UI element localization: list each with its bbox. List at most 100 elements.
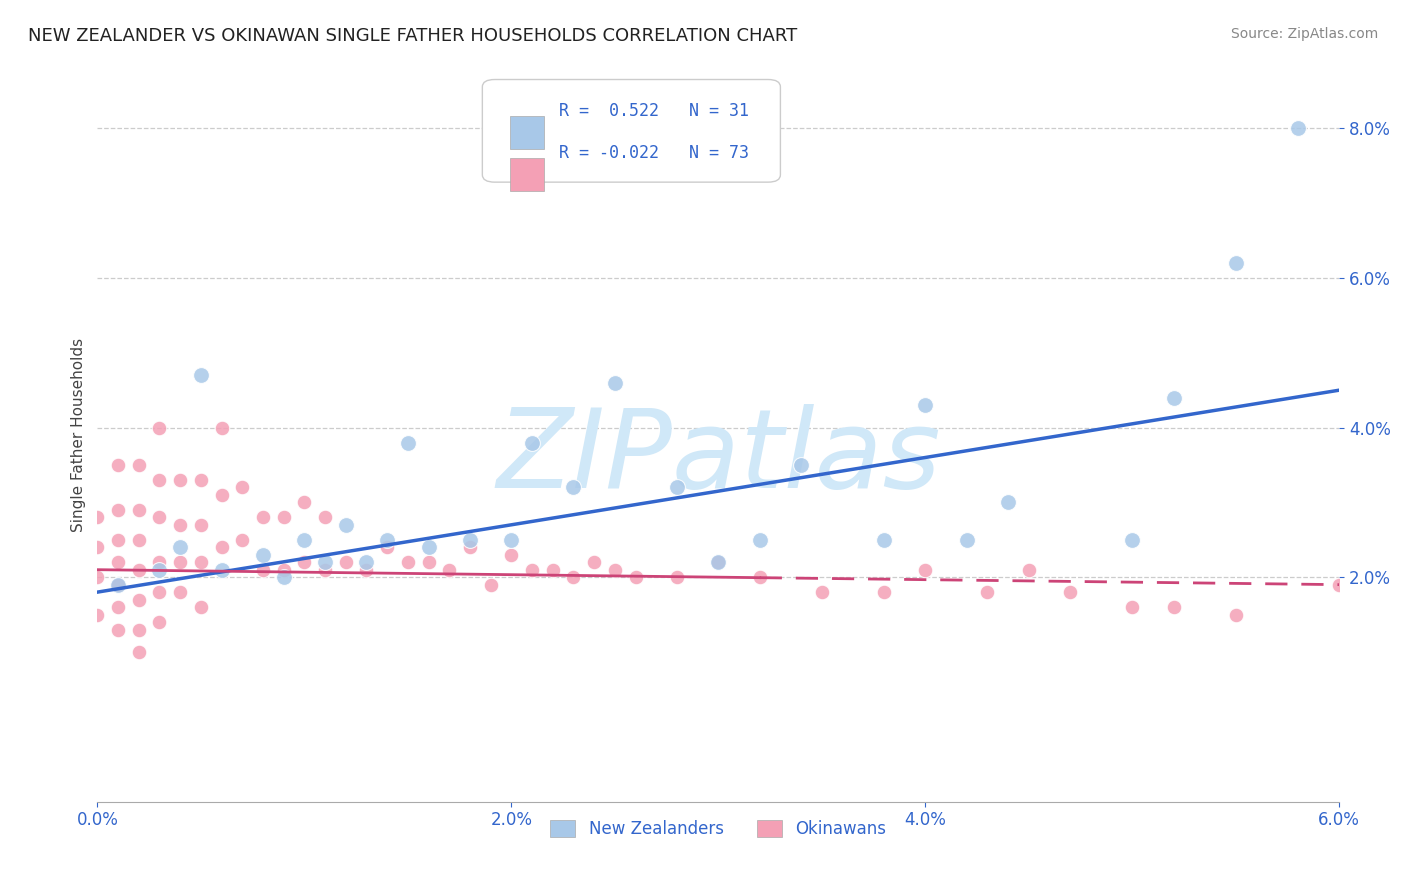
Point xyxy=(231,533,253,547)
Point xyxy=(811,585,834,599)
Point xyxy=(107,458,129,472)
Point xyxy=(148,615,170,629)
Point xyxy=(86,541,108,555)
Point xyxy=(107,503,129,517)
Point xyxy=(396,435,419,450)
Point xyxy=(1018,563,1040,577)
Point xyxy=(292,555,315,569)
Point xyxy=(335,555,357,569)
Point xyxy=(335,517,357,532)
Point xyxy=(148,555,170,569)
Point xyxy=(128,503,150,517)
Point xyxy=(314,555,336,569)
Point xyxy=(1121,533,1143,547)
Point xyxy=(190,555,212,569)
Point xyxy=(665,570,688,584)
Point xyxy=(914,563,936,577)
Point xyxy=(273,570,295,584)
Point xyxy=(128,533,150,547)
Point xyxy=(314,563,336,577)
Point xyxy=(169,517,191,532)
Point xyxy=(211,563,233,577)
Point xyxy=(252,510,274,524)
Text: NEW ZEALANDER VS OKINAWAN SINGLE FATHER HOUSEHOLDS CORRELATION CHART: NEW ZEALANDER VS OKINAWAN SINGLE FATHER … xyxy=(28,27,797,45)
Point xyxy=(1163,600,1185,615)
Point xyxy=(375,533,398,547)
Point xyxy=(169,541,191,555)
Point xyxy=(211,541,233,555)
FancyBboxPatch shape xyxy=(482,79,780,182)
Point xyxy=(665,480,688,494)
Point xyxy=(231,480,253,494)
Point xyxy=(1121,600,1143,615)
Y-axis label: Single Father Households: Single Father Households xyxy=(72,338,86,533)
Point xyxy=(107,577,129,591)
Point xyxy=(107,600,129,615)
Point xyxy=(603,376,626,390)
Point xyxy=(873,533,896,547)
Point xyxy=(707,555,730,569)
Point xyxy=(520,435,543,450)
Point xyxy=(541,563,564,577)
Point xyxy=(1286,121,1309,136)
Point xyxy=(128,592,150,607)
Point xyxy=(190,473,212,487)
Point xyxy=(292,495,315,509)
Point xyxy=(107,623,129,637)
Point xyxy=(1329,577,1351,591)
Point xyxy=(211,420,233,434)
Point xyxy=(418,555,440,569)
Point xyxy=(148,510,170,524)
Bar xyxy=(509,116,544,149)
Point xyxy=(1225,256,1247,270)
Point xyxy=(169,555,191,569)
Point xyxy=(997,495,1019,509)
Point xyxy=(128,563,150,577)
Point xyxy=(603,563,626,577)
Point xyxy=(107,533,129,547)
Point xyxy=(396,555,419,569)
Point xyxy=(86,570,108,584)
Point xyxy=(458,541,481,555)
Point xyxy=(252,548,274,562)
Point xyxy=(252,563,274,577)
Point xyxy=(707,555,730,569)
Point xyxy=(356,563,378,577)
Point xyxy=(520,563,543,577)
Point xyxy=(190,368,212,383)
Point xyxy=(479,577,502,591)
Point xyxy=(128,623,150,637)
Point xyxy=(148,563,170,577)
Point xyxy=(128,645,150,659)
Point xyxy=(418,541,440,555)
Point xyxy=(562,570,585,584)
Point xyxy=(314,510,336,524)
Bar xyxy=(509,158,544,191)
Point xyxy=(292,533,315,547)
Point xyxy=(107,555,129,569)
Point xyxy=(190,517,212,532)
Point xyxy=(148,473,170,487)
Point xyxy=(1225,607,1247,622)
Text: R =  0.522   N = 31: R = 0.522 N = 31 xyxy=(560,103,749,120)
Point xyxy=(583,555,606,569)
Point xyxy=(873,585,896,599)
Point xyxy=(375,541,398,555)
Point xyxy=(148,585,170,599)
Point xyxy=(956,533,979,547)
Point xyxy=(439,563,461,577)
Point xyxy=(501,548,523,562)
Point xyxy=(273,510,295,524)
Point xyxy=(86,510,108,524)
Point xyxy=(273,563,295,577)
Point xyxy=(211,488,233,502)
Text: ZIPatlas: ZIPatlas xyxy=(496,403,941,510)
Point xyxy=(458,533,481,547)
Point xyxy=(148,420,170,434)
Legend: New Zealanders, Okinawans: New Zealanders, Okinawans xyxy=(544,813,893,845)
Point xyxy=(624,570,647,584)
Point xyxy=(190,600,212,615)
Point xyxy=(562,480,585,494)
Text: Source: ZipAtlas.com: Source: ZipAtlas.com xyxy=(1230,27,1378,41)
Point xyxy=(748,570,770,584)
